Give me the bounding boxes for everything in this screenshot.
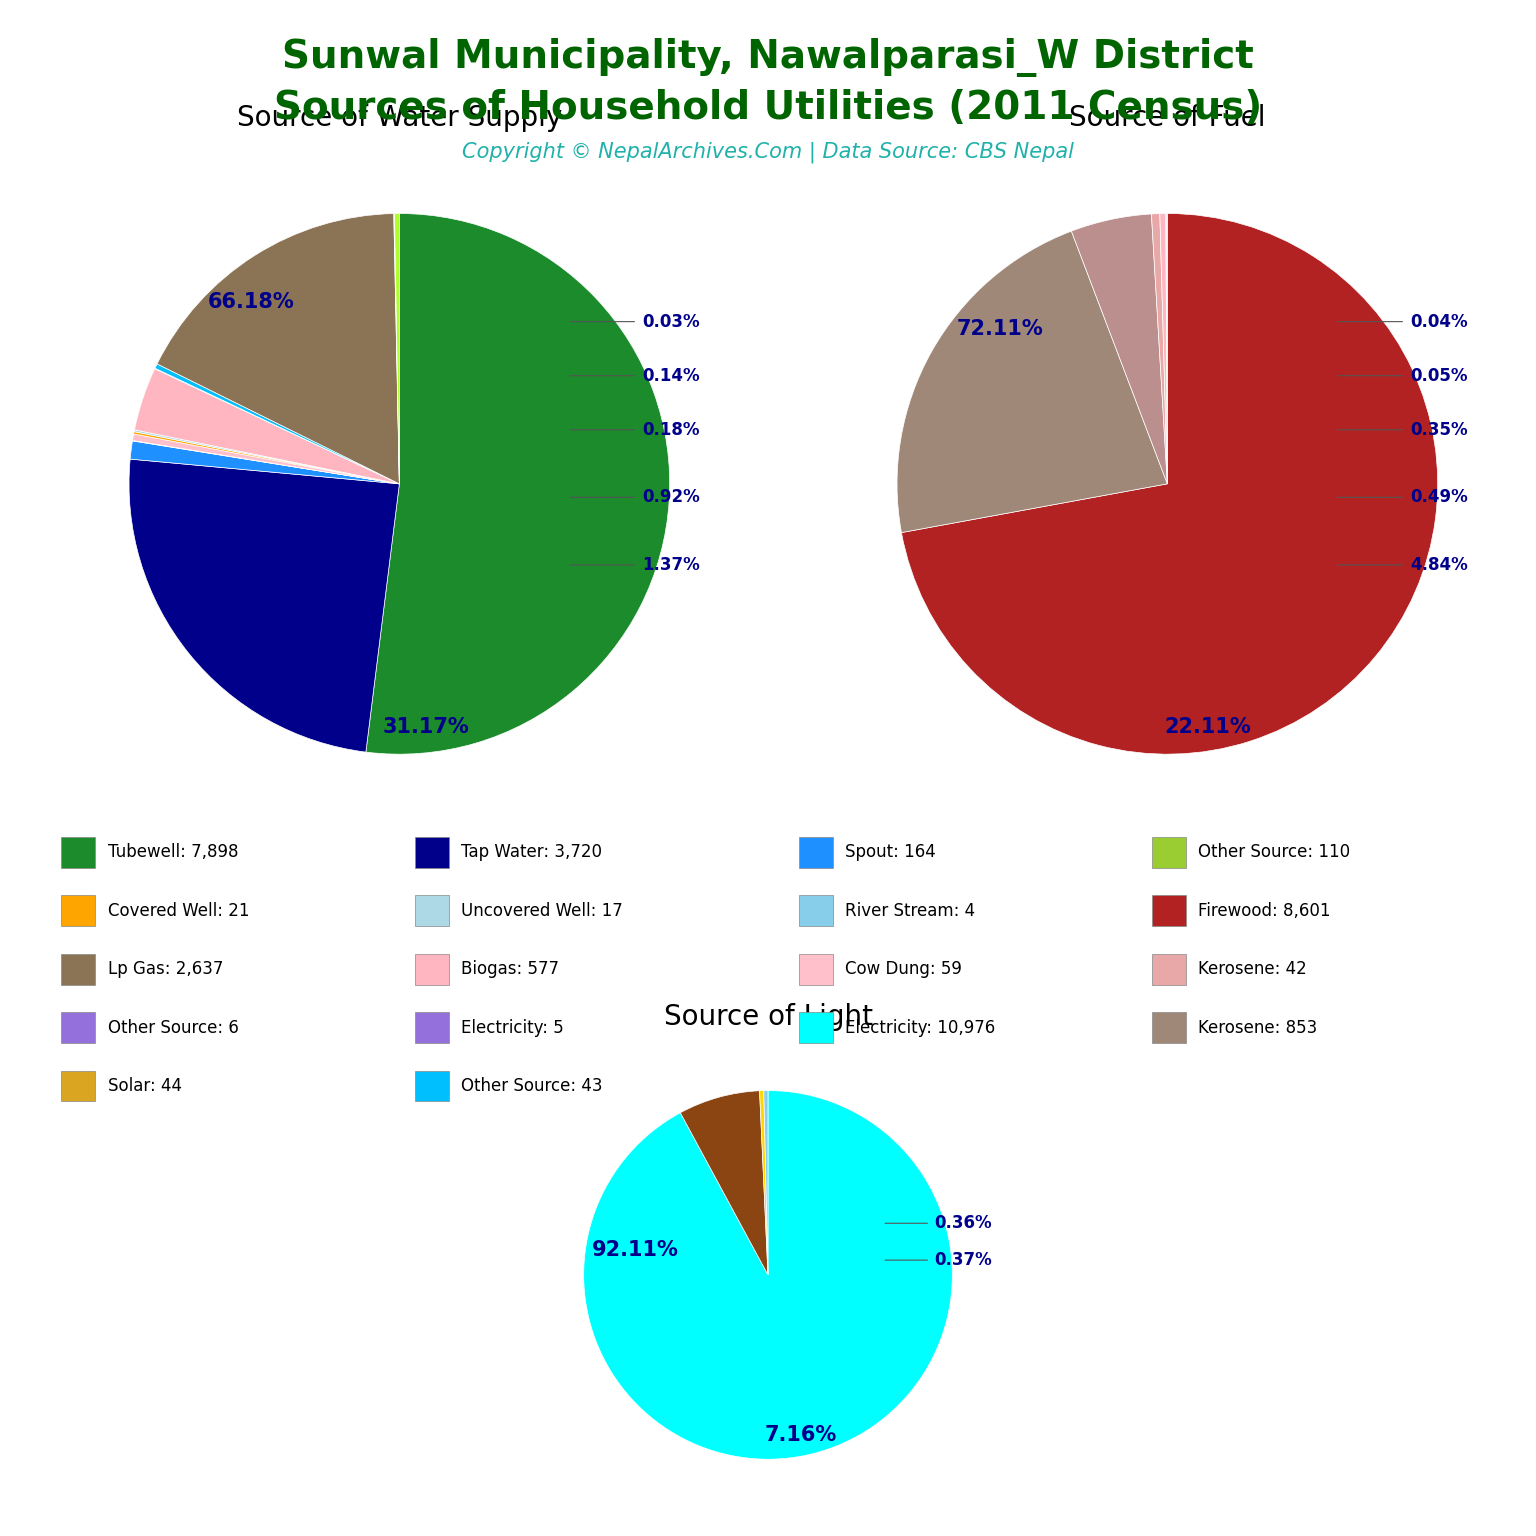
- Text: Tubewell: 7,898: Tubewell: 7,898: [108, 843, 238, 862]
- Text: 0.05%: 0.05%: [1410, 367, 1468, 384]
- Text: 31.17%: 31.17%: [382, 717, 470, 737]
- Text: Tap Water: 3,720: Tap Water: 3,720: [461, 843, 602, 862]
- Wedge shape: [395, 214, 399, 484]
- Text: 72.11%: 72.11%: [957, 319, 1043, 339]
- Text: 92.11%: 92.11%: [591, 1241, 679, 1261]
- Text: Other Source: 43: Other Source: 43: [461, 1077, 602, 1095]
- Text: 0.37%: 0.37%: [934, 1252, 992, 1269]
- Text: 66.18%: 66.18%: [207, 292, 293, 312]
- Wedge shape: [134, 432, 399, 484]
- Text: 0.36%: 0.36%: [934, 1215, 992, 1232]
- Wedge shape: [157, 214, 399, 484]
- Wedge shape: [902, 214, 1438, 754]
- Wedge shape: [1160, 214, 1167, 484]
- Text: Spout: 164: Spout: 164: [845, 843, 935, 862]
- Wedge shape: [393, 214, 399, 484]
- Wedge shape: [1072, 214, 1167, 484]
- Text: 0.92%: 0.92%: [642, 488, 700, 507]
- Wedge shape: [155, 364, 399, 484]
- Text: Sunwal Municipality, Nawalparasi_W District: Sunwal Municipality, Nawalparasi_W Distr…: [283, 38, 1253, 77]
- Wedge shape: [897, 230, 1167, 533]
- Text: Sources of Household Utilities (2011 Census): Sources of Household Utilities (2011 Cen…: [273, 89, 1263, 127]
- Text: 4.84%: 4.84%: [1410, 556, 1468, 574]
- Wedge shape: [134, 430, 399, 484]
- Text: Electricity: 5: Electricity: 5: [461, 1018, 564, 1037]
- Text: 0.18%: 0.18%: [642, 421, 700, 439]
- Wedge shape: [155, 369, 399, 484]
- Text: Solar: 44: Solar: 44: [108, 1077, 181, 1095]
- Text: 1.37%: 1.37%: [642, 556, 700, 574]
- Wedge shape: [1152, 214, 1167, 484]
- Wedge shape: [132, 441, 399, 484]
- Title: Source of Fuel: Source of Fuel: [1069, 104, 1266, 132]
- Text: River Stream: 4: River Stream: 4: [845, 902, 975, 920]
- Wedge shape: [131, 441, 399, 484]
- Text: Copyright © NepalArchives.Com | Data Source: CBS Nepal: Copyright © NepalArchives.Com | Data Sou…: [462, 141, 1074, 163]
- Text: Kerosene: 42: Kerosene: 42: [1198, 960, 1307, 978]
- Text: Other Source: 6: Other Source: 6: [108, 1018, 238, 1037]
- Text: 0.35%: 0.35%: [1410, 421, 1468, 439]
- Wedge shape: [366, 214, 670, 754]
- Text: Lp Gas: 2,637: Lp Gas: 2,637: [108, 960, 223, 978]
- Text: 0.03%: 0.03%: [642, 313, 700, 330]
- Wedge shape: [132, 435, 399, 484]
- Text: Biogas: 577: Biogas: 577: [461, 960, 559, 978]
- Text: Firewood: 8,601: Firewood: 8,601: [1198, 902, 1330, 920]
- Text: Uncovered Well: 17: Uncovered Well: 17: [461, 902, 622, 920]
- Wedge shape: [763, 1091, 768, 1275]
- Text: Other Source: 110: Other Source: 110: [1198, 843, 1350, 862]
- Wedge shape: [129, 459, 399, 753]
- Wedge shape: [135, 369, 399, 484]
- Text: Electricity: 10,976: Electricity: 10,976: [845, 1018, 995, 1037]
- Title: Source of Light: Source of Light: [664, 1003, 872, 1031]
- Text: 22.11%: 22.11%: [1164, 717, 1252, 737]
- Text: 0.14%: 0.14%: [642, 367, 700, 384]
- Text: Cow Dung: 59: Cow Dung: 59: [845, 960, 962, 978]
- Wedge shape: [759, 1091, 768, 1275]
- Text: 7.16%: 7.16%: [765, 1425, 837, 1445]
- Title: Source of Water Supply: Source of Water Supply: [237, 104, 562, 132]
- Text: Covered Well: 21: Covered Well: 21: [108, 902, 249, 920]
- Wedge shape: [1166, 214, 1167, 484]
- Text: 0.04%: 0.04%: [1410, 313, 1468, 330]
- Wedge shape: [680, 1091, 768, 1275]
- Text: Kerosene: 853: Kerosene: 853: [1198, 1018, 1318, 1037]
- Wedge shape: [584, 1091, 952, 1459]
- Text: 0.49%: 0.49%: [1410, 488, 1468, 507]
